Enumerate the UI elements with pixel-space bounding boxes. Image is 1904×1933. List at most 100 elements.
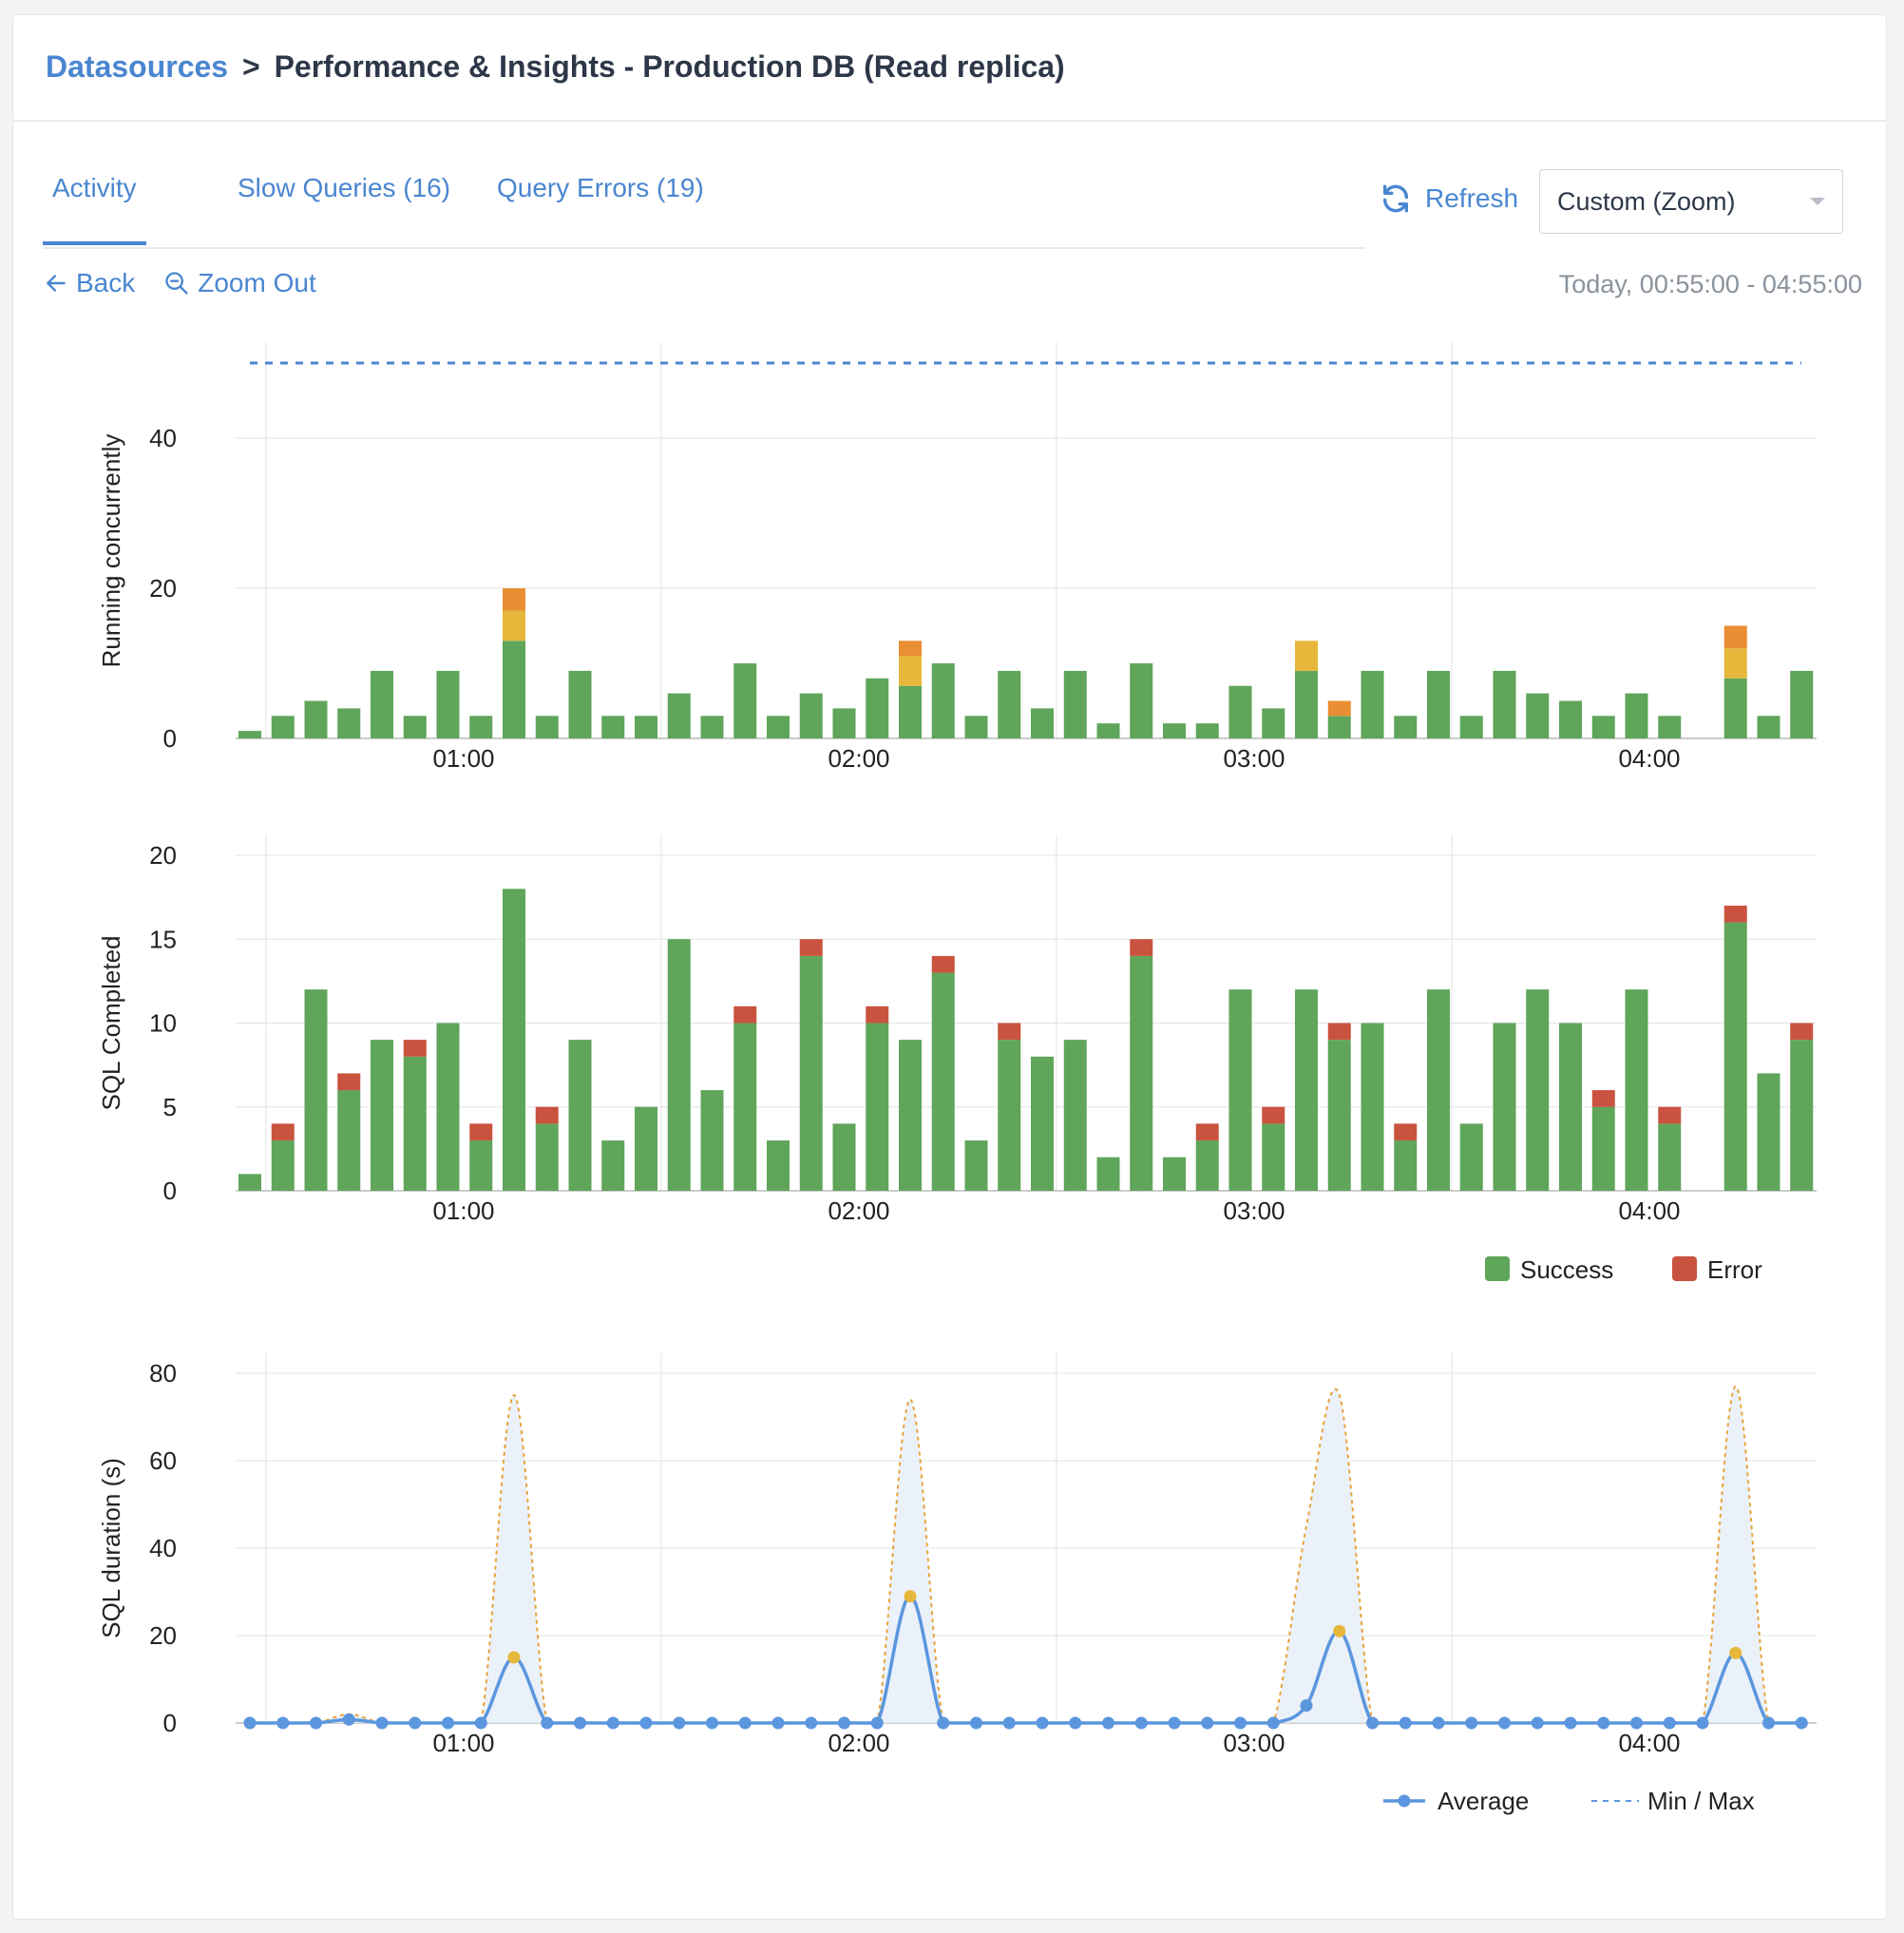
bar-error [799, 939, 823, 956]
arrow-left-icon [47, 275, 66, 292]
bar-success [1195, 1140, 1219, 1191]
bar-success [1757, 1073, 1780, 1191]
bar-green [1163, 723, 1186, 738]
y-tick-label: 40 [149, 424, 177, 452]
bar-green [1262, 708, 1285, 738]
bar-green [1790, 670, 1814, 738]
average-point [1266, 1716, 1280, 1730]
tab-slow-queries[interactable]: Slow Queries (16) [238, 173, 451, 202]
average-point [673, 1716, 686, 1730]
bar-success [304, 989, 328, 1191]
bar-success [371, 1040, 393, 1191]
average-point [1134, 1716, 1148, 1730]
average-point [1630, 1716, 1643, 1730]
x-tick-label: 04:00 [1618, 744, 1680, 773]
bar-orange [1327, 700, 1351, 717]
bar-green [371, 670, 393, 738]
y-axis-title: SQL Completed [97, 935, 125, 1110]
average-point [375, 1716, 389, 1730]
bar-yellow [503, 610, 525, 641]
bar-green [601, 716, 625, 738]
average-point [1366, 1716, 1379, 1730]
bar-success [667, 939, 691, 1191]
y-tick-label: 0 [163, 1177, 177, 1205]
legend-average-marker [1398, 1794, 1411, 1808]
bar-success [635, 1106, 657, 1191]
back-label: Back [76, 268, 136, 297]
bar-success [271, 1140, 295, 1191]
bar-success [931, 972, 955, 1191]
bar-green [799, 693, 823, 738]
bar-error [535, 1106, 559, 1124]
average-point [541, 1716, 554, 1730]
zoom-out-icon [165, 272, 188, 295]
average-point [507, 1651, 521, 1664]
x-tick-label: 04:00 [1618, 1729, 1680, 1757]
average-point [442, 1716, 454, 1730]
average-point [870, 1716, 884, 1730]
y-tick-label: 60 [149, 1446, 177, 1475]
bar-error [733, 1005, 757, 1024]
bar-error [1130, 939, 1153, 956]
bar-green [1459, 716, 1483, 738]
bar-success [1723, 922, 1747, 1191]
x-tick-label: 02:00 [828, 744, 889, 773]
bar-error [469, 1123, 493, 1141]
bar-green [1361, 670, 1384, 738]
bar-success [733, 1023, 757, 1191]
bar-success [1228, 989, 1252, 1191]
y-tick-label: 20 [149, 574, 177, 603]
x-tick-label: 03:00 [1223, 1196, 1285, 1225]
y-tick-label: 80 [149, 1359, 177, 1388]
bar-success [1130, 955, 1153, 1191]
average-point [1201, 1716, 1214, 1730]
bar-green [1493, 670, 1516, 738]
average-point [1036, 1716, 1049, 1730]
back-button[interactable]: Back [44, 268, 135, 298]
bar-green [931, 663, 955, 738]
bar-success [964, 1140, 988, 1191]
min-max-band [250, 1386, 1802, 1723]
average-point [1002, 1716, 1016, 1730]
bar-success [1295, 989, 1318, 1191]
bar-green [700, 716, 724, 738]
time-range-select[interactable]: Custom (Zoom) [1539, 169, 1843, 234]
bar-green [964, 716, 988, 738]
bar-success [1790, 1040, 1814, 1191]
bar-green [635, 716, 657, 738]
tab-activity[interactable]: Activity [43, 173, 146, 245]
bar-green [1130, 663, 1153, 738]
bar-green [832, 708, 856, 738]
average-point [1729, 1646, 1742, 1659]
bar-success [1327, 1040, 1351, 1191]
legend-error-label: Error [1707, 1255, 1762, 1284]
average-point [1762, 1716, 1775, 1730]
average-point [474, 1716, 487, 1730]
bar-error [998, 1023, 1021, 1041]
bar-green [1195, 723, 1219, 738]
average-point [1663, 1716, 1676, 1730]
bar-success [1163, 1157, 1186, 1191]
bar-yellow [1723, 648, 1747, 679]
bar-success [535, 1123, 559, 1191]
average-point [771, 1716, 785, 1730]
breadcrumb-datasources-link[interactable]: Datasources [46, 49, 229, 84]
zoom-out-button[interactable]: Zoom Out [163, 268, 316, 298]
bar-green [1327, 716, 1351, 738]
bar-error [403, 1040, 427, 1057]
bar-success [1262, 1123, 1285, 1191]
bar-green [469, 716, 493, 738]
bar-green [1394, 716, 1418, 738]
bar-green [998, 670, 1021, 738]
tab-query-errors[interactable]: Query Errors (19) [497, 173, 704, 202]
bar-green [535, 716, 559, 738]
bar-green [899, 685, 922, 738]
page-title: Performance & Insights - Production DB (… [274, 49, 1065, 84]
x-tick-label: 01:00 [432, 1196, 494, 1225]
average-point [1795, 1716, 1808, 1730]
bar-success [469, 1140, 493, 1191]
refresh-button[interactable]: Refresh [1380, 182, 1518, 215]
y-tick-label: 20 [149, 1621, 177, 1650]
x-tick-label: 02:00 [828, 1196, 889, 1225]
chevron-down-icon [1810, 198, 1825, 205]
